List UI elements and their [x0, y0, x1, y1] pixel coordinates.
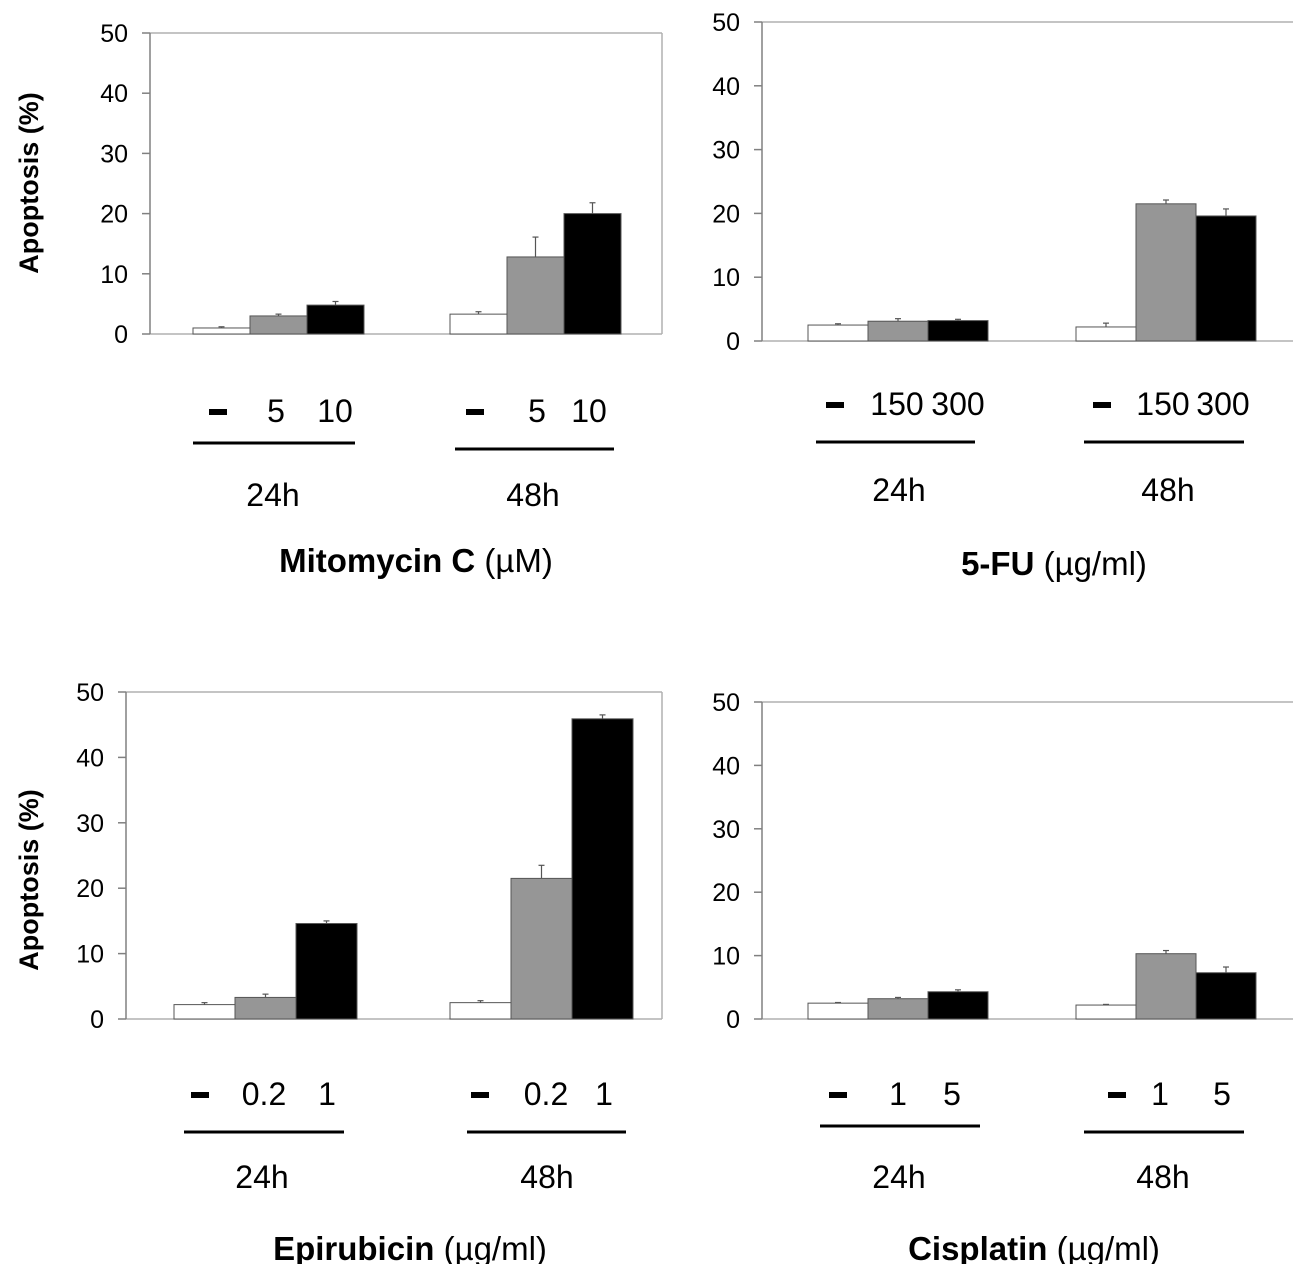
y-tick-label: 20	[76, 875, 104, 903]
chart-panel-3: 0 10 20 30 40 50 Apoptosis (%) 0.2 1 24h 0.2 1 48h Ep…	[14, 679, 663, 1264]
bar	[563, 213, 622, 335]
drug-name: Mitomycin C	[279, 542, 475, 579]
dose-label: 1	[318, 1076, 336, 1112]
y-axis-label: Apoptosis (%)	[14, 92, 44, 274]
drug-name: Epirubicin	[273, 1230, 434, 1264]
dose-label-control	[1093, 402, 1111, 408]
bar	[306, 304, 365, 335]
y-tick-label: 40	[712, 752, 740, 780]
dose-label: 150	[870, 386, 923, 422]
bar	[867, 998, 929, 1020]
bar	[927, 320, 989, 342]
time-label: 24h	[872, 472, 925, 508]
dose-label: 5	[267, 393, 285, 429]
y-tick-label: 30	[712, 816, 740, 844]
y-tick-label: 0	[90, 1006, 104, 1034]
bar	[1195, 972, 1257, 1020]
time-label: 48h	[520, 1159, 573, 1195]
dose-label-control	[829, 1092, 847, 1098]
bar	[1135, 953, 1197, 1020]
drug-name: Cisplatin	[908, 1230, 1047, 1264]
y-tick-label: 50	[712, 9, 740, 37]
y-tick-label: 20	[100, 201, 128, 229]
x-axis-title: Mitomycin C (µM)	[279, 542, 553, 579]
y-tick-label: 40	[76, 744, 104, 772]
dose-unit: (µM)	[475, 542, 553, 579]
time-label: 24h	[872, 1159, 925, 1195]
dose-label: 1	[595, 1076, 613, 1112]
dose-unit: (µg/ml)	[434, 1230, 547, 1264]
bar	[1195, 215, 1257, 342]
dose-label: 1	[889, 1076, 907, 1112]
y-tick-label: 0	[114, 321, 128, 349]
bar	[449, 1002, 512, 1020]
y-tick-label: 20	[712, 200, 740, 228]
dose-label: 0.2	[524, 1076, 568, 1112]
y-tick-label: 40	[100, 80, 128, 108]
bar	[510, 877, 573, 1020]
y-tick-label: 10	[100, 261, 128, 289]
dose-label: 150	[1136, 386, 1189, 422]
bar	[295, 923, 358, 1020]
y-tick-label: 10	[712, 264, 740, 292]
x-axis-title: 5-FU (µg/ml)	[961, 545, 1147, 582]
bar	[234, 996, 297, 1020]
y-tick-label: 50	[76, 679, 104, 707]
bar	[192, 327, 251, 335]
dose-label-control	[209, 409, 227, 415]
dose-label: 5	[943, 1076, 961, 1112]
dose-label: 10	[571, 393, 607, 429]
bar	[249, 315, 308, 335]
y-axis-label: Apoptosis (%)	[14, 789, 44, 971]
dose-label-control	[826, 402, 844, 408]
drug-name: 5-FU	[961, 545, 1034, 582]
time-label: 48h	[1136, 1159, 1189, 1195]
time-label: 48h	[506, 477, 559, 513]
y-tick-label: 30	[712, 137, 740, 165]
dose-label: 300	[1196, 386, 1249, 422]
time-label: 48h	[1141, 472, 1194, 508]
bar	[867, 320, 929, 342]
bar	[1075, 1004, 1137, 1020]
bar	[1135, 203, 1197, 342]
time-label: 24h	[235, 1159, 288, 1195]
x-axis-title: Cisplatin (µg/ml)	[908, 1230, 1160, 1264]
bar	[927, 991, 989, 1020]
dose-label: 0.2	[242, 1076, 286, 1112]
dose-label-control	[466, 409, 484, 415]
bar	[449, 313, 508, 335]
dose-label: 5	[528, 393, 546, 429]
y-tick-label: 0	[726, 1006, 740, 1034]
x-axis-title: Epirubicin (µg/ml)	[273, 1230, 547, 1264]
bar	[807, 1002, 869, 1020]
dose-label: 300	[931, 386, 984, 422]
bar	[807, 324, 869, 342]
bar	[571, 718, 634, 1020]
y-tick-label: 50	[712, 689, 740, 717]
y-tick-label: 10	[76, 941, 104, 969]
bar	[506, 256, 565, 335]
dose-label-control	[1108, 1092, 1126, 1098]
dose-label-control	[471, 1092, 489, 1098]
dose-unit: (µg/ml)	[1047, 1230, 1160, 1264]
bar	[173, 1004, 236, 1020]
y-tick-label: 50	[100, 20, 128, 48]
bar	[1075, 326, 1137, 342]
dose-label: 10	[317, 393, 353, 429]
dose-label: 5	[1213, 1076, 1231, 1112]
chart-panel-1: 0 10 20 30 40 50 Apoptosis (%) 5 10 24h 5 10 48h Mito…	[14, 20, 663, 579]
dose-label: 1	[1151, 1076, 1169, 1112]
y-tick-label: 40	[712, 73, 740, 101]
y-tick-label: 30	[100, 140, 128, 168]
time-label: 24h	[246, 477, 299, 513]
y-tick-label: 20	[712, 879, 740, 907]
dose-label-control	[191, 1092, 209, 1098]
y-tick-label: 10	[712, 943, 740, 971]
y-tick-label: 0	[726, 328, 740, 356]
dose-unit: (µg/ml)	[1034, 545, 1147, 582]
y-tick-label: 30	[76, 810, 104, 838]
